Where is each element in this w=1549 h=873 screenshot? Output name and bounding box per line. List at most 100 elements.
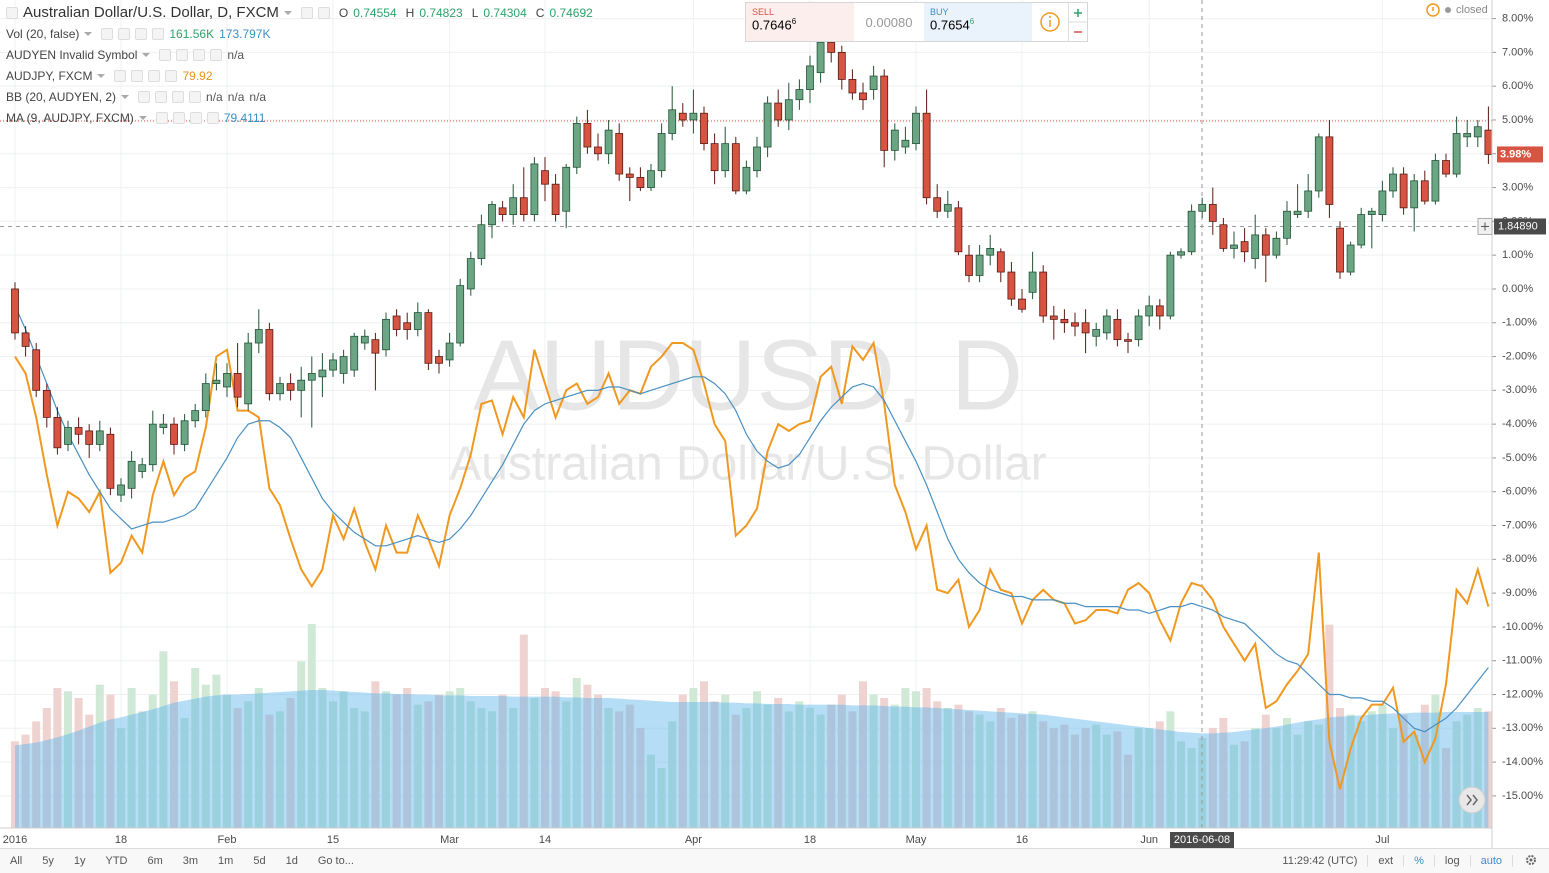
icon[interactable] bbox=[300, 6, 313, 19]
legend-icon[interactable] bbox=[189, 90, 202, 103]
candle-body bbox=[117, 484, 125, 496]
volume-bar bbox=[1399, 714, 1408, 828]
caret[interactable] bbox=[97, 73, 106, 78]
volume-bar bbox=[1018, 714, 1026, 828]
settings-button[interactable] bbox=[1513, 854, 1549, 869]
status: closed bbox=[1426, 3, 1488, 17]
x-tick-label: 14 bbox=[539, 834, 551, 846]
candle-body bbox=[1081, 322, 1090, 334]
candle-body bbox=[456, 285, 465, 344]
legend-icon[interactable] bbox=[165, 69, 178, 82]
volume-bar bbox=[382, 691, 390, 828]
volume-bar bbox=[117, 727, 125, 828]
volume-bar bbox=[827, 704, 836, 828]
legend-icon[interactable] bbox=[206, 111, 219, 124]
legend-icon[interactable] bbox=[172, 111, 185, 124]
candle-body bbox=[1251, 234, 1260, 259]
range-button[interactable]: 5y bbox=[42, 855, 54, 867]
candle-body bbox=[922, 112, 931, 199]
option-button[interactable]: auto bbox=[1471, 855, 1513, 867]
option-button[interactable]: log bbox=[1435, 855, 1471, 867]
volume-bar bbox=[212, 674, 221, 828]
range-button[interactable]: 1d bbox=[285, 855, 298, 867]
volume-bar bbox=[1304, 721, 1313, 828]
info-icon[interactable] bbox=[1032, 3, 1068, 41]
caret[interactable] bbox=[121, 94, 130, 99]
volume-bar bbox=[265, 714, 274, 828]
candle-body bbox=[1304, 190, 1313, 212]
candle-body bbox=[509, 197, 518, 216]
legend-icon[interactable] bbox=[118, 27, 131, 40]
caret[interactable] bbox=[142, 52, 151, 57]
candle-body bbox=[74, 427, 83, 435]
option-button[interactable]: % bbox=[1404, 855, 1435, 867]
candle-body bbox=[551, 183, 560, 216]
volume-bar bbox=[615, 711, 624, 828]
range-button[interactable]: 5d bbox=[253, 855, 266, 867]
range-button[interactable]: 6m bbox=[147, 855, 163, 867]
legend-icon[interactable] bbox=[176, 48, 189, 61]
legend-icon[interactable] bbox=[148, 69, 161, 82]
candle-body bbox=[42, 389, 51, 418]
caret[interactable] bbox=[283, 10, 292, 15]
y-tick-label: -6.00% bbox=[1502, 486, 1537, 498]
legend-icon[interactable] bbox=[114, 69, 127, 82]
volume-bar bbox=[657, 767, 666, 828]
volume-bar bbox=[1261, 714, 1270, 828]
caret[interactable] bbox=[138, 115, 147, 120]
range-button[interactable]: 3m bbox=[182, 855, 199, 867]
range-button[interactable]: 1m bbox=[218, 855, 234, 867]
last-value-label: 3.98% bbox=[1500, 148, 1531, 160]
candle-body bbox=[1198, 204, 1207, 212]
legend-icon[interactable] bbox=[131, 69, 144, 82]
plus-minus[interactable] bbox=[1068, 3, 1087, 41]
range-button[interactable]: All bbox=[10, 855, 23, 867]
candle-body bbox=[11, 288, 19, 334]
lines bbox=[0, 0, 1492, 828]
legend-icon[interactable] bbox=[210, 48, 223, 61]
y-tick-label: -15.00% bbox=[1502, 790, 1543, 802]
collapse-icon[interactable] bbox=[6, 6, 18, 19]
legend-icon[interactable] bbox=[155, 111, 168, 124]
y-tick-label: -5.00% bbox=[1502, 452, 1537, 464]
icon[interactable] bbox=[317, 6, 330, 19]
y-tick-label: -8.00% bbox=[1502, 553, 1537, 565]
candle-body bbox=[1219, 224, 1228, 249]
legend-value: n/a bbox=[227, 47, 245, 62]
volume-bar bbox=[392, 694, 401, 828]
candle-body bbox=[1071, 322, 1079, 327]
legend-icon[interactable] bbox=[101, 27, 114, 40]
x-tick-label: Apr bbox=[685, 834, 702, 846]
volume-bar bbox=[11, 741, 19, 828]
y-tick-label: -14.00% bbox=[1502, 756, 1543, 768]
symbol-title: Australian Dollar/U.S. Dollar, D, FXCM bbox=[23, 4, 279, 21]
buy-box[interactable]: BUY 0.76546 bbox=[924, 3, 1032, 41]
legend-icon[interactable] bbox=[193, 48, 206, 61]
range-button[interactable]: 1y bbox=[73, 855, 86, 867]
legend-value: 161.56K bbox=[169, 26, 215, 41]
caret[interactable] bbox=[84, 31, 93, 36]
legend-icon[interactable] bbox=[138, 90, 151, 103]
legend-row: MA (9, AUDJPY, FXCM) 79.4111 bbox=[6, 107, 593, 128]
candle-body bbox=[890, 129, 899, 151]
legend-icon[interactable] bbox=[189, 111, 202, 124]
legend-icon[interactable] bbox=[159, 48, 172, 61]
gear-icon[interactable] bbox=[1525, 854, 1537, 866]
volume-bar bbox=[456, 687, 465, 828]
volume-bar bbox=[731, 714, 740, 828]
option-button[interactable]: ext bbox=[1368, 855, 1405, 867]
legend-icon[interactable] bbox=[135, 27, 148, 40]
scroll-button[interactable] bbox=[1458, 786, 1486, 814]
y-tick-label: -13.00% bbox=[1502, 722, 1543, 734]
legend-icon[interactable] bbox=[172, 90, 185, 103]
candle-body bbox=[286, 383, 295, 391]
legend-icon[interactable] bbox=[152, 27, 165, 40]
range-button[interactable]: Go to... bbox=[317, 855, 354, 867]
x-tick-label: May bbox=[906, 834, 927, 846]
legend-icon[interactable] bbox=[155, 90, 168, 103]
crosshair-date-label: 2016-06-08 bbox=[1174, 834, 1230, 846]
trade-widget: SELL 0.76466 0.00080 BUY 0.76546 bbox=[745, 2, 1088, 42]
sell-box[interactable]: SELL 0.76466 bbox=[746, 3, 854, 41]
range-button[interactable]: YTD bbox=[105, 855, 128, 867]
volume-bar bbox=[1336, 707, 1344, 828]
